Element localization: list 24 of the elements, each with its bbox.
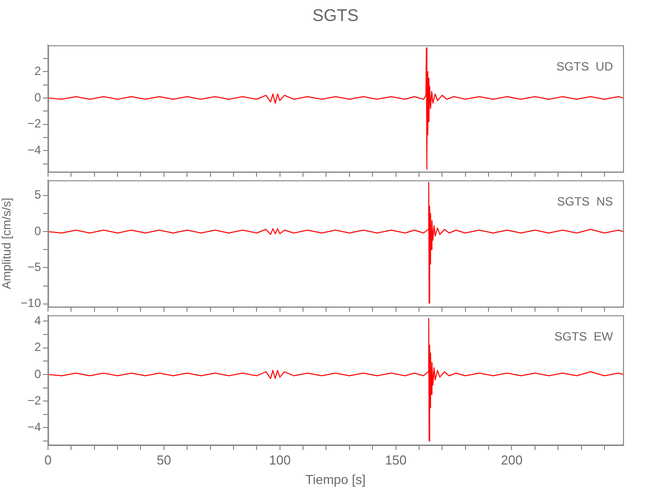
y-tick-label: −10 — [20, 296, 42, 310]
y-tick-label: −4 — [27, 420, 42, 434]
y-tick-label: 0 — [34, 224, 42, 238]
annotation: SGTS EW — [554, 330, 614, 344]
annotation: SGTS UD — [556, 60, 614, 74]
y-tick-label: 2 — [34, 64, 42, 78]
y-tick-label: 0 — [34, 366, 42, 381]
y-tick-label: 4 — [34, 314, 42, 328]
y-tick-label: 5 — [34, 188, 42, 202]
x-tick-label: 150 — [384, 452, 407, 468]
y-tick-label: −2 — [27, 116, 42, 131]
y-tick-label: 0 — [34, 90, 42, 104]
chart-title: SGTS — [311, 6, 360, 26]
y-tick-label: 2 — [34, 340, 42, 354]
y-axis-title: Amplitud [cm/s/s] — [0, 198, 14, 290]
x-tick-label: 0 — [44, 452, 52, 468]
x-tick-label: 200 — [500, 452, 523, 468]
x-tick-label: 100 — [269, 452, 291, 468]
y-tick-label: −5 — [27, 260, 42, 274]
x-axis-title: Tiempo [s] — [305, 472, 366, 487]
y-tick-label: −4 — [27, 143, 42, 158]
annotation: SGTS NS — [556, 194, 613, 209]
y-tick-label: −2 — [27, 393, 42, 408]
x-tick-label: 50 — [156, 452, 172, 468]
